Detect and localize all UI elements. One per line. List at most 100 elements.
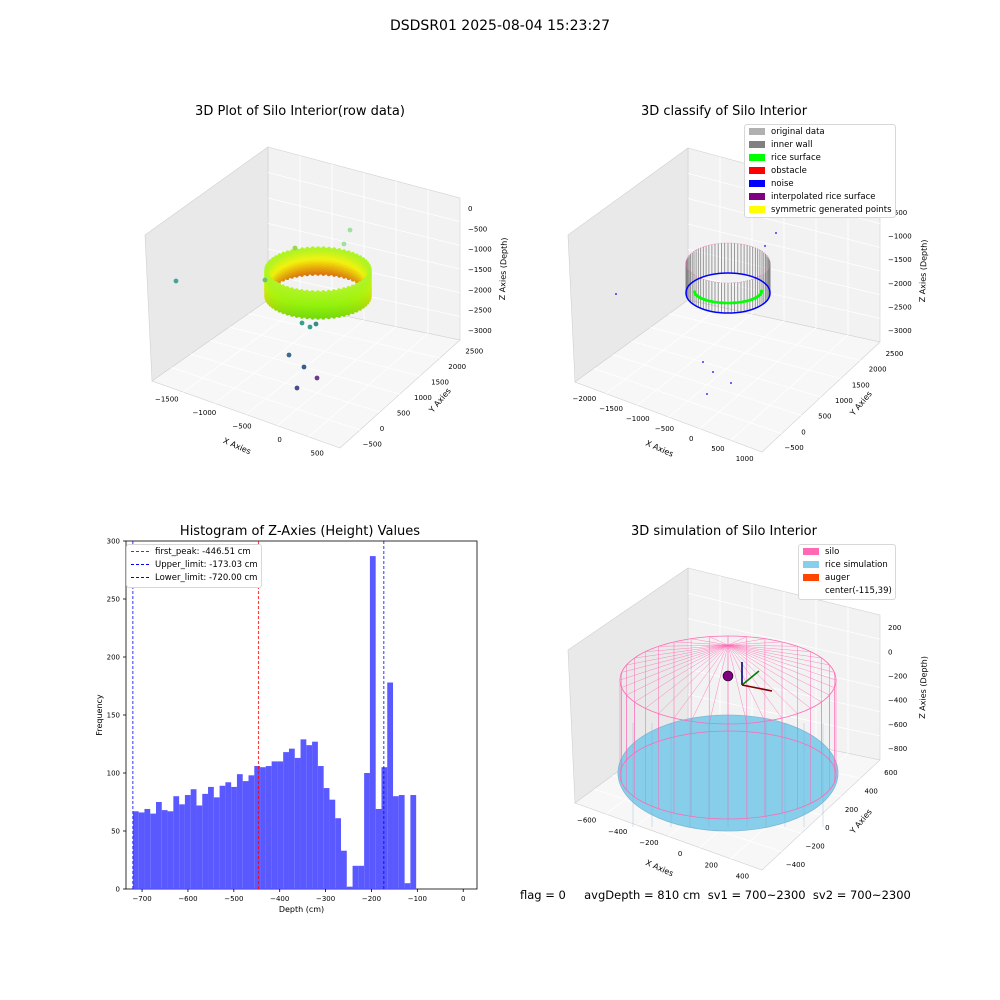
data-point [277,253,282,257]
status-footer: flag = 0 avgDepth = 810 cm sv1 = 700~230… [0,888,1000,916]
histogram-bar [202,793,209,889]
legend-swatch [749,193,765,200]
x-tick-label: −500 [224,895,243,903]
histogram-bar [236,774,243,889]
footer-text: flag = 0 avgDepth = 810 cm sv1 = 700~230… [520,888,911,902]
y-axis-arrow [741,670,760,686]
data-point [290,287,294,291]
y-tick-label: 2500 [465,348,483,356]
rice-surface-point [713,300,717,304]
histogram-bar [161,810,168,889]
noise-ring [685,272,771,314]
figure-title: DSDSR01 2025-08-04 15:23:27 [389,18,610,34]
legend-item-silo: silo [803,546,839,558]
legend-swatch [803,548,819,555]
legend-item-interpolated: interpolated rice surface [749,191,876,203]
silo-roof-line [634,644,729,703]
histogram-bar [219,785,226,889]
legend-swatch [803,574,819,581]
data-point [358,255,363,259]
histogram-bar [364,773,370,889]
y-tick-label: 200 [107,654,120,662]
x-tick-label: −200 [362,895,381,903]
silo-roof-line [727,644,747,724]
legend-label: rice simulation [825,560,888,570]
legend-swatch [749,167,765,174]
histogram-bar [265,766,272,889]
silo-roof-line [690,644,729,722]
legend-label: silo [825,547,840,557]
y-tick-label: 250 [107,596,120,604]
x-tick-label: −600 [577,817,596,825]
x-tick-label: 0 [689,435,693,443]
histogram-bar [317,766,324,889]
x-tick-label: 1000 [736,455,754,463]
z-tick-label: −2000 [468,286,492,294]
silo-roof-line [727,644,822,659]
outlier-point [294,385,300,391]
legend-item-center: center(-115,39) [803,585,892,597]
histogram-bar [132,811,139,889]
data-point [305,289,309,294]
legend-item-rice-surface: rice surface [749,152,821,164]
data-point [346,250,351,254]
histogram-bar [277,761,284,889]
x-tick-label: 400 [736,872,749,880]
histogram-bar [329,799,336,889]
silo-roof-line [658,644,729,647]
histogram-bar [294,757,301,889]
histogram-bar [184,795,191,889]
silo-roof-line [727,644,822,703]
data-point [281,251,286,256]
histogram-bar [387,682,394,889]
rice-surface-point [716,300,720,304]
silo-roof-line [626,644,729,696]
silo-roof-line [727,644,811,652]
silo-roof-line [621,644,729,673]
y-tick-label: 0 [801,428,805,436]
histogram-bar [341,850,347,889]
outlier-point [307,324,313,330]
grid-line [248,313,441,359]
histogram-bar [369,556,376,889]
data-point [361,257,365,261]
rice-surface-point [726,301,730,305]
data-point [274,255,278,259]
y-tick-label: −500 [363,440,382,448]
histogram-bar [381,767,388,889]
noise-point [615,293,617,295]
x-tick-label: −700 [132,895,151,903]
outlier-point [313,321,319,327]
histogram-bar [208,786,214,889]
data-point [290,249,294,253]
noise-point [764,245,766,247]
data-point [300,289,304,293]
histogram-bar [306,745,313,889]
z-tick-label: 0 [468,205,472,213]
z-axis-label: Z Axies (Depth) [918,239,929,302]
x-axis-label: X Axies [222,436,253,456]
data-point [316,246,320,250]
x-tick-label: −500 [232,423,251,431]
y-tick-label: −500 [784,444,803,452]
noise-point [712,371,714,373]
y-tick-label: 50 [111,828,120,836]
rice-surface-point [739,300,743,304]
x-axis-label: Depth (cm) [279,905,324,914]
legend-item-noise: noise [749,178,794,190]
rice-surface-point [729,301,733,305]
data-point [321,290,326,294]
legend-swatch [803,587,819,594]
panel4-legend: silo rice simulation auger center(-115,3… [798,544,896,600]
y-tick-label: 0 [116,886,120,894]
y-tick-label: 0 [825,824,829,832]
y-tick-label: 1500 [431,379,449,387]
legend-line [131,577,149,578]
interp-ring [685,242,771,284]
x-tick-label: −1500 [155,396,179,404]
silo-roof-line [709,636,729,646]
histogram-bar [398,795,405,889]
outlier-point [301,364,307,370]
y-tick-label: 0 [380,425,384,433]
